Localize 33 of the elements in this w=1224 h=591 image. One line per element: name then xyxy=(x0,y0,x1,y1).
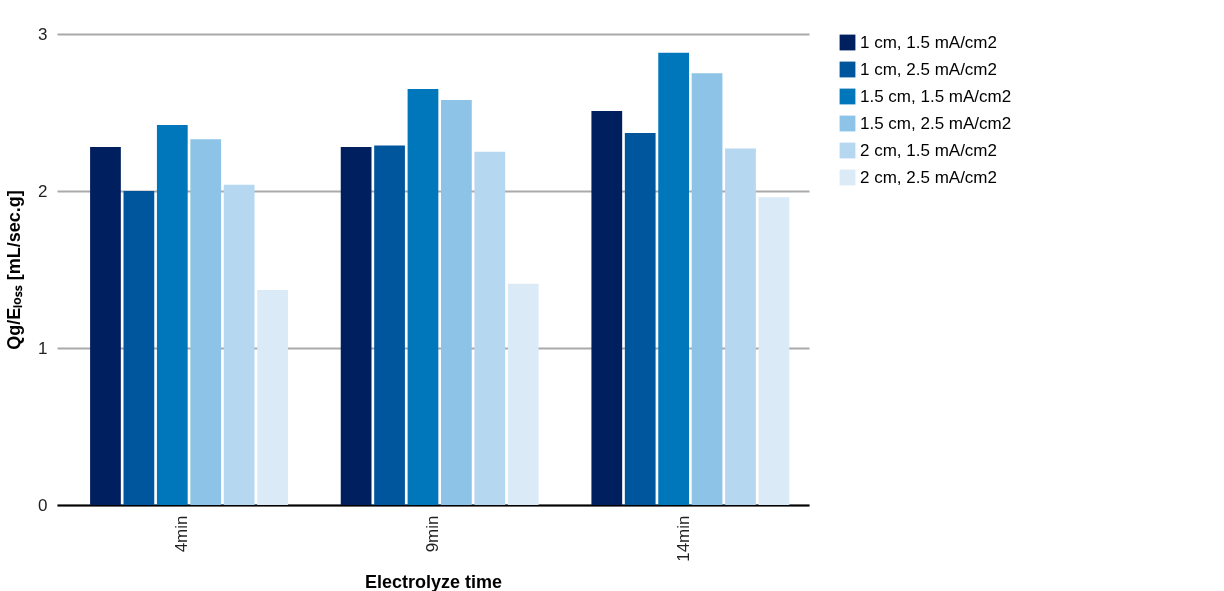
y-tick-label: 3 xyxy=(38,24,48,44)
bar xyxy=(190,139,222,505)
x-axis-title: Electrolyze time xyxy=(364,571,503,591)
bar xyxy=(725,148,756,505)
legend-label: 1 cm, 1.5 mA/cm2 xyxy=(860,32,997,52)
legend-label: 2 cm, 2.5 mA/cm2 xyxy=(860,167,997,187)
x-tick-label: 4min xyxy=(172,515,192,553)
bar xyxy=(758,197,790,505)
y-tick-label: 1 xyxy=(38,338,48,358)
bar xyxy=(591,110,623,505)
bar xyxy=(691,73,723,505)
legend-label: 2 cm, 1.5 mA/cm2 xyxy=(860,140,997,160)
y-axis-title: Qg/Eₗₒₛₛ [mL/sec.g] xyxy=(4,190,25,350)
y-tick-label: 2 xyxy=(38,181,48,201)
bar xyxy=(340,147,372,505)
y-tick-label: 0 xyxy=(38,495,48,515)
bar xyxy=(507,283,539,505)
bar xyxy=(223,184,255,505)
bar xyxy=(658,52,690,505)
bar xyxy=(624,132,656,505)
bar xyxy=(374,145,405,505)
legend-label: 1.5 cm, 2.5 mA/cm2 xyxy=(860,113,1012,133)
bar xyxy=(123,191,155,505)
bar xyxy=(156,125,188,505)
bar xyxy=(441,99,472,505)
x-tick-label: 14min xyxy=(673,515,693,562)
legend-label: 1 cm, 2.5 mA/cm2 xyxy=(860,59,997,79)
x-tick-label: 9min xyxy=(423,515,442,553)
legend-label: 1.5 cm, 1.5 mA/cm2 xyxy=(860,86,1012,106)
bar xyxy=(90,147,121,505)
bar xyxy=(257,289,288,505)
bar xyxy=(474,151,506,505)
bar xyxy=(407,88,439,505)
